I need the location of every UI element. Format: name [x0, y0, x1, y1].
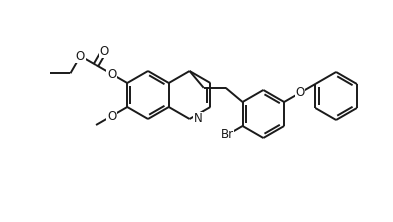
- Text: O: O: [76, 50, 85, 63]
- Text: O: O: [107, 109, 116, 123]
- Text: O: O: [107, 67, 116, 81]
- Text: O: O: [99, 45, 108, 58]
- Text: Br: Br: [220, 129, 233, 141]
- Text: N: N: [194, 113, 202, 125]
- Text: O: O: [295, 87, 304, 99]
